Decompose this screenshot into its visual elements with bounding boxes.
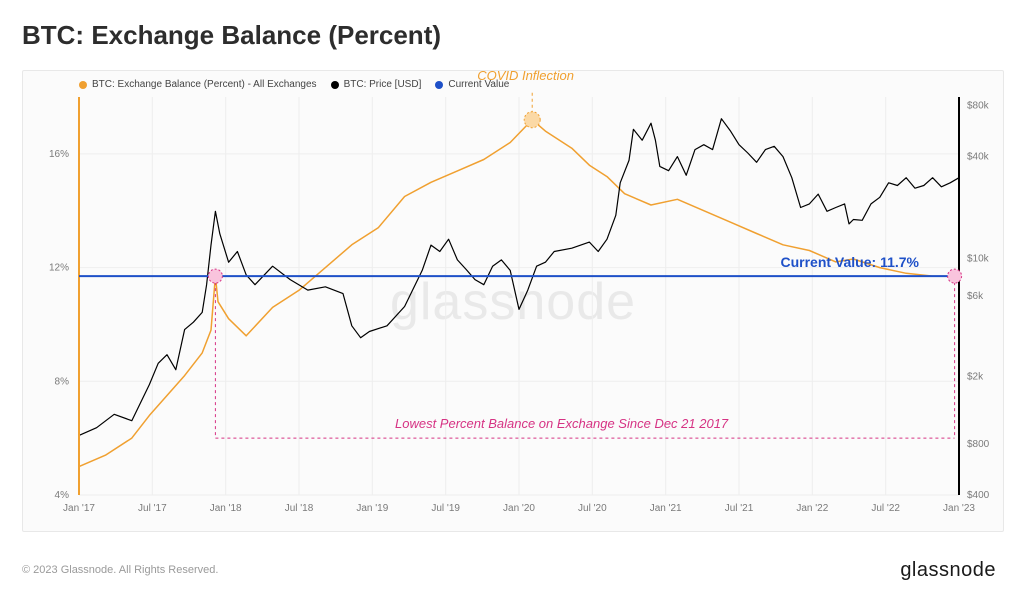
svg-text:Jul '22: Jul '22 <box>871 503 900 514</box>
svg-text:Jan '17: Jan '17 <box>63 503 95 514</box>
svg-text:8%: 8% <box>55 376 70 387</box>
svg-text:Jan '19: Jan '19 <box>356 503 388 514</box>
svg-text:12%: 12% <box>49 263 69 274</box>
page-title: BTC: Exchange Balance (Percent) <box>22 20 441 51</box>
svg-text:$10k: $10k <box>967 253 990 264</box>
brand-logo: glassnode <box>900 559 996 582</box>
svg-text:Jan '23: Jan '23 <box>943 503 975 514</box>
svg-text:Jan '18: Jan '18 <box>210 503 242 514</box>
chart-svg: Jan '17 Jul '17 Jan '18 Jul '18 Jan '19 Jul '… <box>23 71 1003 531</box>
svg-text:$400: $400 <box>967 490 990 501</box>
svg-text:$6k: $6k <box>967 291 984 302</box>
svg-text:Jul '20: Jul '20 <box>578 503 607 514</box>
chart-container: BTC: Exchange Balance (Percent) - All Ex… <box>22 70 1004 532</box>
svg-text:Jul '18: Jul '18 <box>285 503 314 514</box>
footer-copyright: © 2023 Glassnode. All Rights Reserved. <box>22 564 218 576</box>
svg-text:$2k: $2k <box>967 372 984 383</box>
svg-text:Jan '20: Jan '20 <box>503 503 535 514</box>
page-root: BTC: Exchange Balance (Percent) BTC: Exc… <box>0 0 1024 590</box>
svg-text:$40k: $40k <box>967 152 990 163</box>
svg-text:16%: 16% <box>49 149 69 160</box>
svg-text:4%: 4% <box>55 490 70 501</box>
svg-text:Jan '22: Jan '22 <box>796 503 828 514</box>
svg-text:Jul '19: Jul '19 <box>431 503 460 514</box>
svg-text:Jul '21: Jul '21 <box>725 503 754 514</box>
svg-text:$800: $800 <box>967 439 990 450</box>
svg-text:$80k: $80k <box>967 101 990 112</box>
svg-text:Jan '21: Jan '21 <box>650 503 682 514</box>
svg-text:Jul '17: Jul '17 <box>138 503 167 514</box>
